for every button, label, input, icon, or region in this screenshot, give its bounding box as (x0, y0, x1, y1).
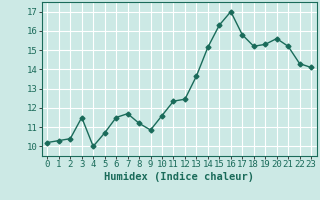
X-axis label: Humidex (Indice chaleur): Humidex (Indice chaleur) (104, 172, 254, 182)
